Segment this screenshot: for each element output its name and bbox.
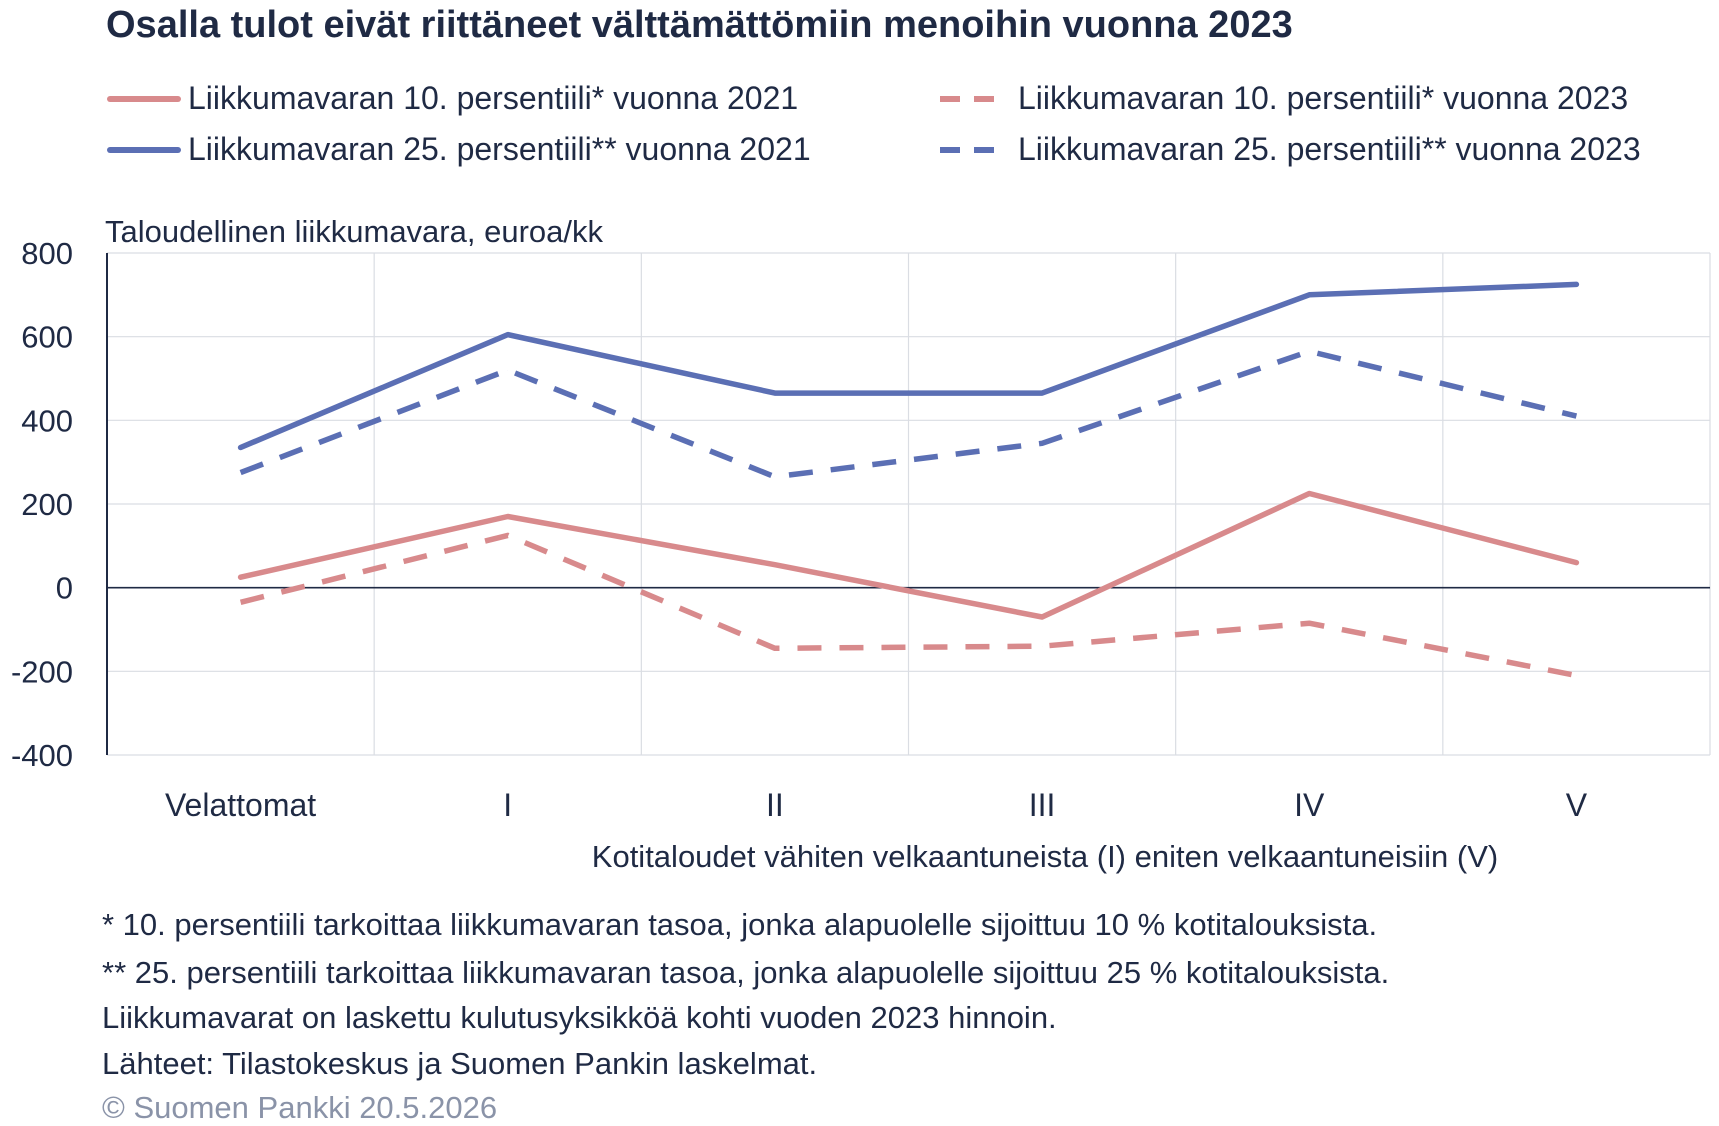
y-tick-label: 600: [21, 320, 73, 355]
footnote-source: Lähteet: Tilastokeskus ja Suomen Pankin …: [102, 1046, 817, 1082]
y-tick-label: -400: [11, 738, 73, 773]
x-tick-label: Velattomat: [165, 787, 316, 823]
x-axis-title: Kotitaloudet vähiten velkaantuneista (I)…: [592, 839, 1498, 874]
grid: [107, 253, 1710, 755]
footnote-1: * 10. persentiili tarkoittaa liikkumavar…: [102, 907, 1377, 943]
x-tick-label: II: [766, 787, 784, 823]
y-tick-label: -200: [11, 654, 73, 689]
x-tick-label: IV: [1294, 787, 1325, 823]
y-tick-label: 400: [21, 403, 73, 438]
x-tick-label: V: [1566, 787, 1588, 823]
footnote-3: Liikkumavarat on laskettu kulutusyksikkö…: [102, 1000, 1057, 1036]
y-tick-label: 200: [21, 487, 73, 522]
y-axis-title: Taloudellinen liikkumavara, euroa/kk: [105, 214, 603, 249]
y-tick-label: 800: [21, 236, 73, 271]
y-tick-label: 0: [56, 571, 73, 606]
copyright-text: © Suomen Pankki 20.5.2026: [102, 1090, 497, 1126]
x-tick-label: I: [503, 787, 512, 823]
x-tick-label: III: [1029, 787, 1056, 823]
footnote-2: ** 25. persentiili tarkoittaa liikkumava…: [102, 955, 1389, 991]
